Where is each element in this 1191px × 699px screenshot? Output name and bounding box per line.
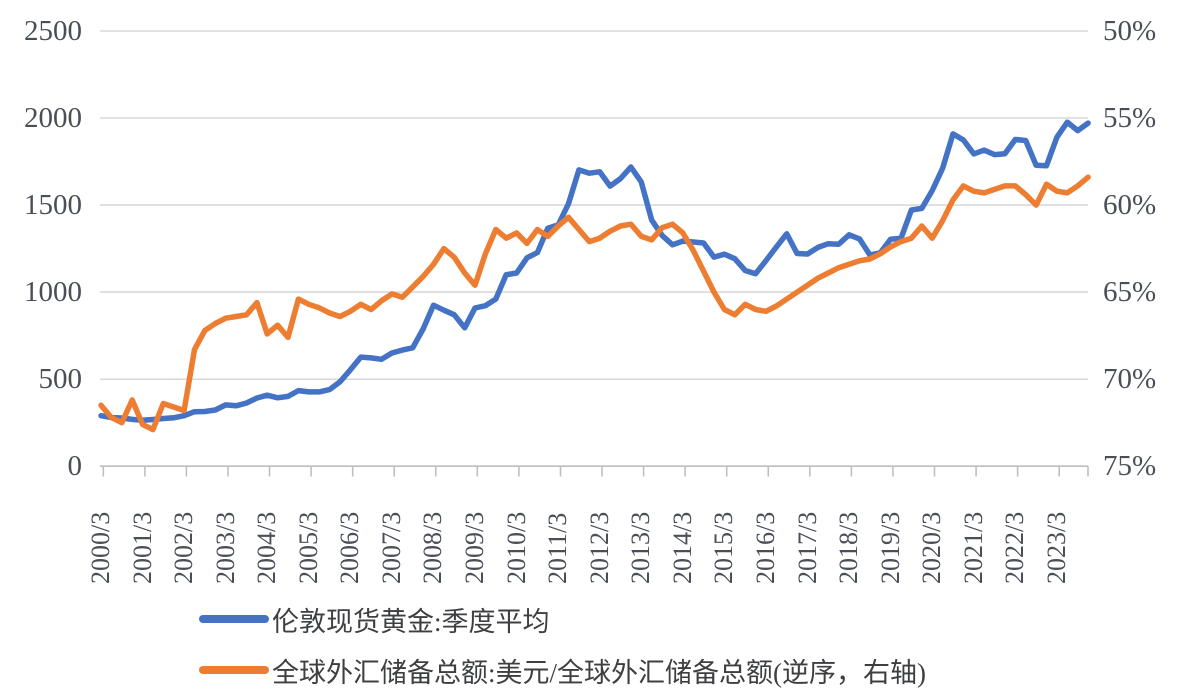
left-axis-tick-label: 500 <box>38 363 83 396</box>
x-axis-tick-label: 2015/3 <box>709 511 739 584</box>
x-axis-tick-label: 2008/3 <box>418 511 448 584</box>
x-axis-tick-label: 2017/3 <box>792 511 822 584</box>
x-axis-tick-label: 2021/3 <box>958 511 988 584</box>
right-axis-tick-label: 70% <box>1103 363 1157 396</box>
legend: 伦敦现货黄金:季度平均 全球外汇储备总额:美元/全球外汇储备总额(逆序，右轴) <box>199 602 926 699</box>
x-axis-tick-label: 2012/3 <box>584 511 614 584</box>
x-axis-tick-label: 2003/3 <box>210 511 240 584</box>
x-axis-tick-label: 2013/3 <box>626 511 656 584</box>
x-axis-tick-label: 2006/3 <box>335 511 365 584</box>
x-axis-tick-label: 2014/3 <box>667 511 697 584</box>
usd-share-line-swatch <box>199 666 269 674</box>
gold-price-line <box>98 119 1091 423</box>
left-axis-tick-label: 1500 <box>24 189 82 222</box>
left-axis-tick-label: 0 <box>67 450 83 483</box>
x-axis-tick-label: 2009/3 <box>460 511 490 584</box>
gold-line-swatch <box>199 615 269 623</box>
left-axis-tick-label: 2000 <box>24 102 82 135</box>
x-axis-tick-label: 2002/3 <box>169 511 199 584</box>
x-axis-tick-label: 2023/3 <box>1041 511 1071 584</box>
x-axis-tick-label: 2010/3 <box>501 511 531 584</box>
legend-item-usd-share: 全球外汇储备总额:美元/全球外汇储备总额(逆序，右轴) <box>199 653 926 688</box>
usd-share-legend-label: 全球外汇储备总额:美元/全球外汇储备总额(逆序，右轴) <box>272 657 926 688</box>
x-axis-tick-label: 2022/3 <box>1000 511 1030 584</box>
x-axis-tick-label: 2001/3 <box>127 511 157 584</box>
x-axis-tick-label: 2004/3 <box>252 511 282 584</box>
legend-item-gold: 伦敦现货黄金:季度平均 <box>199 602 926 637</box>
left-axis-tick-label: 2500 <box>24 15 82 47</box>
right-axis-tick-label: 55% <box>1103 102 1157 135</box>
right-axis-tick-label: 60% <box>1103 189 1157 222</box>
x-axis-tick-label: 2000/3 <box>86 511 115 584</box>
left-axis-tick-label: 1000 <box>24 276 82 309</box>
x-axis-tick-label: 2016/3 <box>750 511 780 584</box>
x-axis-tick-label: 2007/3 <box>376 511 406 584</box>
x-axis-tick-label: 2005/3 <box>293 511 323 584</box>
right-axis-tick-label: 75% <box>1103 450 1157 483</box>
x-axis-tick-label: 2019/3 <box>875 511 905 584</box>
x-axis-tick-label: 2018/3 <box>834 511 864 584</box>
usd-share-line <box>98 174 1091 433</box>
right-axis-tick-label: 65% <box>1103 276 1157 309</box>
x-axis-tick-label: 2011/3 <box>543 512 573 584</box>
x-axis-tick-label: 2020/3 <box>917 511 947 584</box>
gold-legend-label: 伦敦现货黄金:季度平均 <box>272 606 550 637</box>
right-axis-tick-label: 50% <box>1103 15 1157 47</box>
